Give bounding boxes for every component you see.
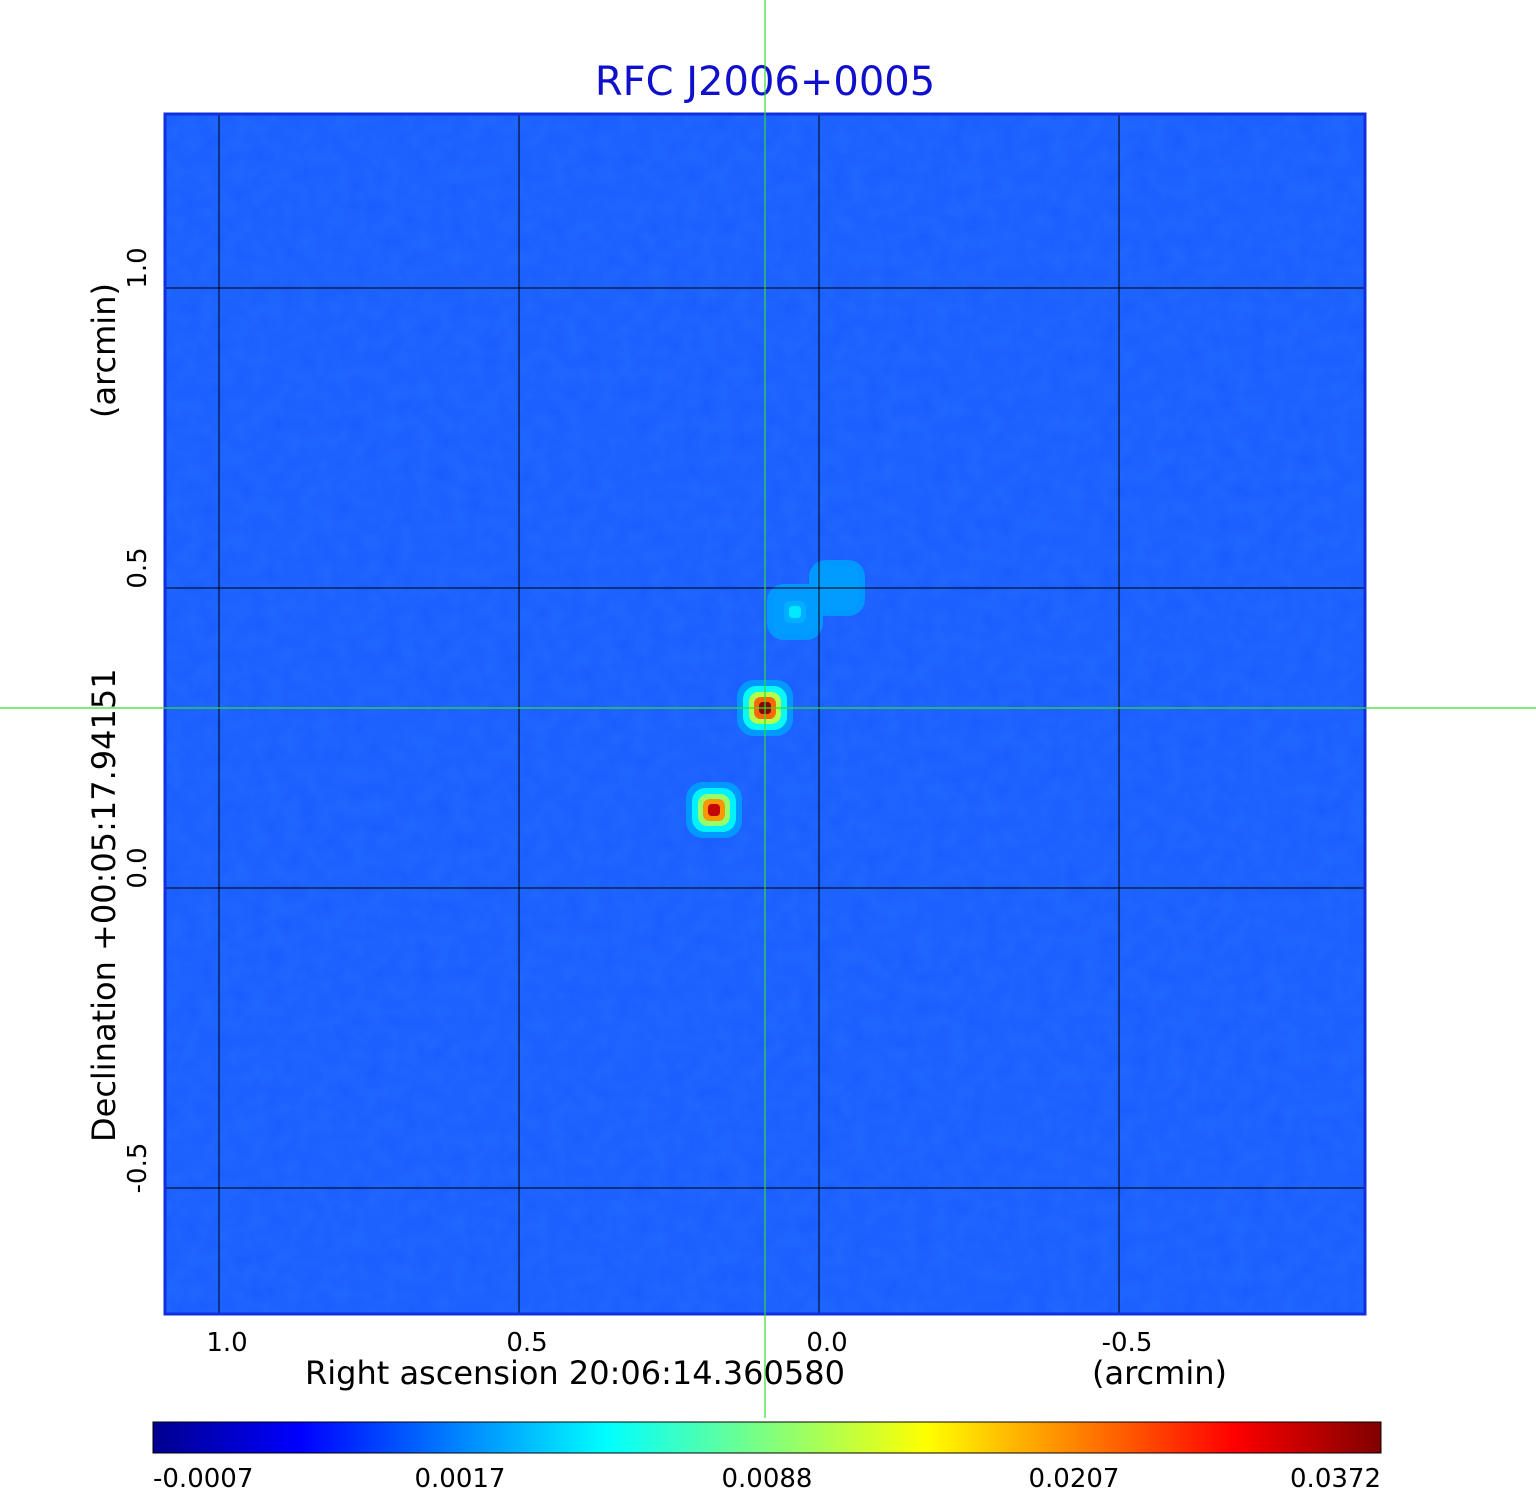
colorbar-tick-label-4: 0.0207: [1029, 1464, 1120, 1494]
colorbar-tick-labels: -0.0007 0.0017 0.0088 0.0207 0.0372: [153, 1464, 1381, 1494]
x-tick-label-2: 0.5: [506, 1328, 547, 1358]
colorbar-tick-label-5: 0.0372: [1290, 1464, 1381, 1494]
colorbar-tick-label-1: -0.0007: [153, 1464, 253, 1494]
source-3-level-5: [789, 606, 801, 618]
y-tick-label-3: 0.0: [123, 847, 153, 888]
x-tick-labels: 1.0 0.5 0.0 -0.5: [206, 1328, 1152, 1358]
colorbar-tick-label-3: 0.0088: [722, 1464, 813, 1494]
x-axis-unit: (arcmin): [1092, 1354, 1227, 1392]
y-tick-label-4: -0.5: [123, 1143, 153, 1194]
y-tick-label-1: 1.0: [123, 247, 153, 288]
y-axis-unit: (arcmin): [85, 283, 123, 418]
source-2: [686, 782, 742, 838]
y-tick-labels: 1.0 0.5 0.0 -0.5: [123, 247, 153, 1193]
colorbar: -0.0007 0.0017 0.0088 0.0207 0.0372: [152, 1421, 1382, 1494]
colorbar-tick-label-2: 0.0017: [415, 1464, 506, 1494]
x-tick-label-3: 0.0: [806, 1328, 847, 1358]
x-tick-label-1: 1.0: [206, 1328, 247, 1358]
source-2-level-5: [708, 804, 720, 816]
x-axis-label: Right ascension 20:06:14.360580: [305, 1354, 845, 1392]
y-axis-label: Declination +00:05:17.94151: [85, 668, 123, 1142]
x-tick-label-4: -0.5: [1102, 1328, 1153, 1358]
y-tick-label-2: 0.5: [123, 547, 153, 588]
colorbar-gradient: [152, 1421, 1382, 1454]
crosshair: [0, 0, 1536, 1418]
